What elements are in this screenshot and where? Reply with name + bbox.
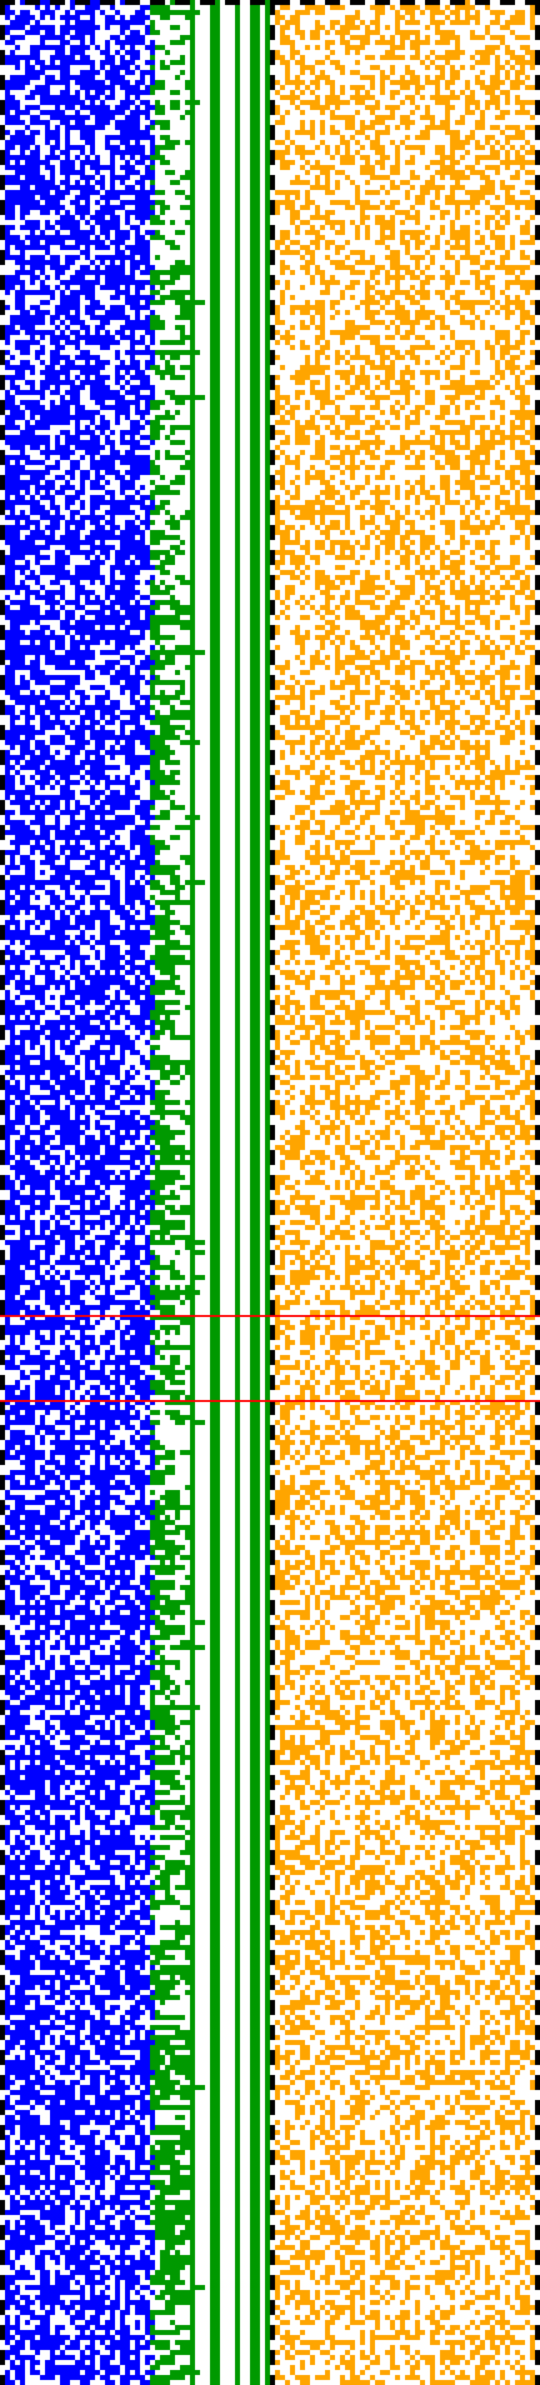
pixel-matrix-visualization [0, 0, 540, 2385]
